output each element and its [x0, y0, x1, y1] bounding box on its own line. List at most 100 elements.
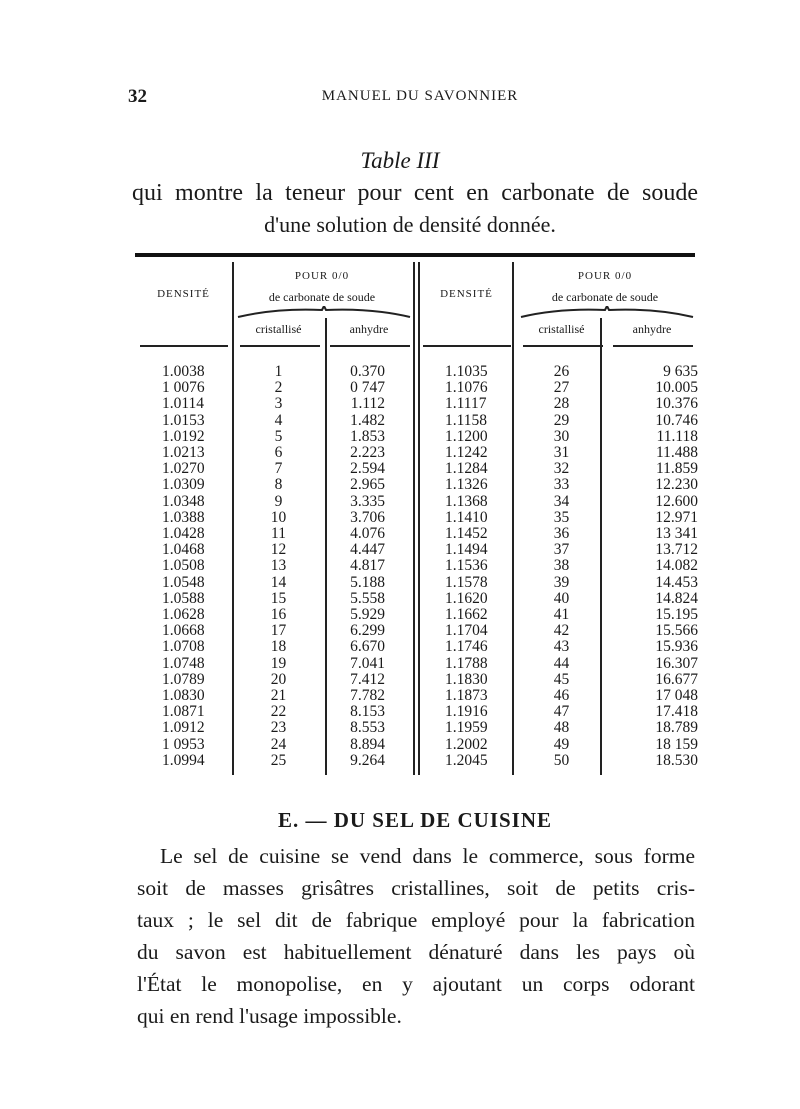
body-line: soit de masses grisâtres cristallines, s…: [137, 876, 695, 900]
anhydrous-value: 11.859: [655, 460, 698, 478]
anhydrous-value: 5.188: [350, 573, 385, 591]
anhydrous-value: 2.223: [350, 444, 385, 461]
table-label: Table III: [360, 148, 440, 173]
crystallized-value: 43: [553, 638, 570, 656]
crystallized-value: 41: [553, 606, 570, 623]
density-value: 1.0468: [162, 541, 205, 559]
crystallized-value: 37: [553, 541, 570, 559]
crystallized-value: 17: [270, 622, 287, 640]
crystallized-value: 7: [274, 460, 283, 478]
anhydrous-value: 14.453: [655, 573, 698, 591]
density-value: 1.0668: [162, 622, 205, 640]
crystallized-value: 47: [553, 703, 570, 721]
anhydrous-value: 18.789: [655, 719, 698, 737]
density-value: 1.0270: [162, 460, 205, 478]
density-value: 1.1830: [445, 670, 488, 688]
body-line: qui en rend l'usage impossible.: [137, 1004, 402, 1028]
anhydrous-value: 10.005: [655, 379, 698, 397]
crystallized-value: 32: [553, 460, 570, 478]
density-value: 1.1620: [445, 589, 488, 607]
anhydrous-value: 8.553: [350, 719, 385, 737]
anhydrous-value: 7.041: [350, 654, 385, 672]
density-value: 1.0748: [162, 654, 205, 672]
anhydrous-value: 6.670: [350, 638, 385, 656]
density-value: 1.0994: [162, 751, 205, 769]
density-value: 1.1578: [445, 573, 488, 591]
anhydrous-value: 12.971: [655, 508, 698, 526]
crystallized-value: 24: [270, 735, 287, 753]
anhydrous-value: 6.299: [350, 622, 385, 640]
section-heading: E. — DU SEL DE CUISINE: [277, 808, 553, 832]
anhydrous-value: 14.082: [655, 557, 698, 575]
anhydrous-value: 5.929: [350, 606, 385, 623]
density-value: 1.1158: [445, 411, 488, 429]
anhydrous-value: 15.566: [655, 622, 698, 640]
anhydrous-value: 5.558: [350, 589, 385, 607]
body-line: Le sel de cuisine se vend dans le commer…: [160, 844, 695, 868]
density-value: 1.0912: [162, 719, 205, 737]
density-value: 1.0153: [162, 411, 205, 429]
density-value: 1.0213: [162, 444, 205, 461]
density-value: 1.1242: [445, 444, 488, 461]
crystallized-value: 26: [553, 363, 570, 380]
crystallized-value: 50: [553, 751, 570, 769]
density-value: 1.0789: [162, 670, 205, 688]
anhydrous-value: 3.335: [350, 492, 385, 510]
crystallized-value: 20: [270, 670, 287, 688]
anhydrous-value: 12.230: [655, 476, 698, 494]
crystallized-value: 9: [274, 492, 283, 510]
anhydrous-value: 4.817: [350, 557, 385, 575]
density-value: 1.0309: [162, 476, 205, 494]
anhydrous-value: 17.418: [655, 703, 698, 721]
crystallized-value: 27: [553, 379, 570, 397]
anhydrous-value: 18 159: [655, 735, 698, 753]
header-rule: [140, 345, 228, 347]
anhydrous-value: 12.600: [655, 492, 698, 510]
crystallized-value: 2: [274, 379, 283, 397]
header-group-sub: de carbonate de soude: [551, 290, 659, 304]
crystallized-value: 49: [553, 735, 570, 753]
crystallized-value: 36: [553, 525, 570, 542]
density-value: 1.0508: [162, 557, 205, 575]
crystallized-value: 6: [274, 444, 283, 461]
header-anhydre: anhydre: [349, 322, 389, 336]
crystallized-value: 31: [553, 444, 570, 461]
top-rule: [135, 253, 695, 257]
anhydrous-value: 3.706: [350, 508, 385, 526]
crystallized-value: 19: [270, 654, 287, 672]
header-anhydre: anhydre: [632, 322, 672, 336]
density-value: 1.1200: [445, 427, 488, 445]
anhydrous-value: 0 747: [350, 379, 385, 397]
anhydrous-value: 2.965: [350, 476, 385, 494]
anhydrous-value: 13 341: [655, 525, 698, 542]
density-value: 1.0548: [162, 573, 205, 591]
density-value: 1.0348: [162, 492, 205, 510]
crystallized-value: 28: [553, 395, 570, 413]
anhydrous-value: 1.112: [350, 395, 385, 413]
crystallized-value: 12: [270, 541, 287, 559]
header-rule: [523, 345, 603, 347]
density-value: 1.1368: [445, 492, 488, 510]
anhydrous-value: 11.488: [655, 444, 698, 461]
running-title: MANUEL DU SAVONNIER: [321, 88, 519, 104]
crystallized-value: 18: [270, 638, 287, 656]
density-value: 1 0076: [162, 379, 205, 397]
density-value: 1.0628: [162, 606, 205, 623]
density-value: 1.1117: [445, 395, 487, 413]
density-value: 1.1410: [445, 508, 488, 526]
density-value: 1.1704: [445, 622, 488, 640]
density-value: 1.1916: [445, 703, 488, 721]
crystallized-value: 21: [270, 687, 287, 704]
density-value: 1.0114: [162, 395, 205, 413]
header-crist: cristallisé: [255, 322, 302, 336]
crystallized-value: 48: [553, 719, 570, 737]
crystallized-value: 45: [553, 670, 570, 688]
crystallized-value: 34: [553, 492, 570, 510]
header-rule: [423, 345, 511, 347]
column-divider: [418, 262, 420, 775]
density-value: 1.1788: [445, 654, 488, 672]
header-group-top: POUR 0/0: [577, 270, 633, 282]
crystallized-value: 16: [270, 606, 287, 623]
brace: [237, 306, 411, 318]
anhydrous-value: 17 048: [655, 687, 698, 704]
